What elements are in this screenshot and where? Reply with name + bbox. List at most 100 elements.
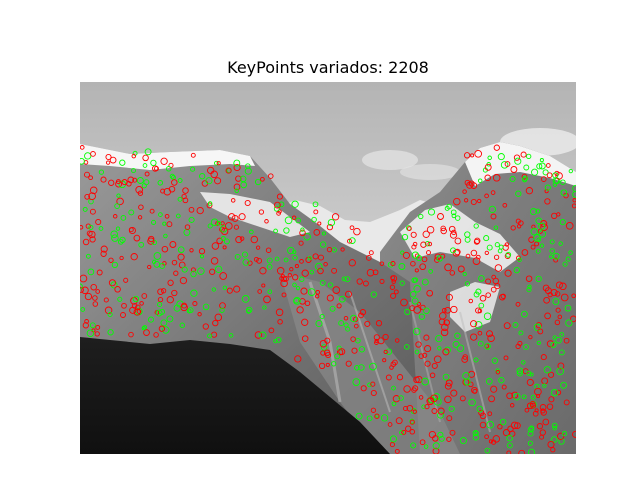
keypoint-marker — [549, 239, 555, 245]
keypoint-marker — [432, 435, 439, 442]
keypoint-marker — [529, 372, 534, 377]
keypoint-marker — [132, 177, 138, 183]
keypoint-marker — [546, 340, 554, 348]
keypoint-marker — [406, 404, 414, 412]
keypoint-marker — [137, 215, 143, 220]
keypoint-marker — [110, 281, 118, 289]
keypoint-marker — [529, 208, 538, 216]
keypoint-marker — [560, 381, 568, 389]
keypoint-marker — [84, 319, 89, 324]
keypoint-marker — [400, 298, 408, 307]
keypoint-marker — [320, 344, 328, 351]
keypoint-marker — [321, 231, 327, 236]
keypoint-marker — [560, 293, 569, 302]
keypoint-marker — [552, 335, 557, 340]
keypoint-marker — [344, 276, 351, 283]
keypoint-marker — [138, 241, 145, 248]
keypoint-marker — [139, 301, 144, 306]
keypoint-marker — [216, 221, 222, 226]
keypoint-marker — [394, 338, 400, 343]
keypoint-marker — [319, 339, 328, 348]
keypoint-marker — [389, 442, 395, 448]
keypoint-marker — [562, 261, 568, 267]
keypoint-marker — [266, 257, 273, 264]
keypoint-marker — [555, 172, 563, 180]
keypoint-marker — [476, 405, 484, 413]
keypoint-marker — [463, 198, 469, 203]
keypoint-marker — [138, 204, 144, 210]
keypoint-marker — [164, 213, 170, 219]
keypoint-marker — [557, 362, 565, 370]
keypoint-marker — [182, 187, 189, 194]
mountain-photo — [80, 82, 576, 454]
keypoint-marker — [341, 276, 347, 282]
keypoint-marker — [568, 250, 573, 255]
keypoint-marker — [173, 304, 181, 312]
keypoint-marker — [299, 229, 306, 237]
keypoint-marker — [462, 189, 467, 194]
keypoint-marker — [350, 336, 356, 342]
keypoint-marker — [394, 448, 400, 454]
keypoint-marker — [545, 163, 551, 168]
keypoint-marker — [571, 203, 576, 209]
keypoint-marker — [84, 152, 92, 160]
keypoint-marker — [129, 306, 137, 314]
keypoint-marker — [382, 358, 387, 363]
keypoint-marker — [233, 163, 241, 172]
keypoint-marker — [565, 221, 574, 230]
keypoint-marker — [457, 265, 465, 273]
keypoint-marker — [437, 407, 445, 415]
keypoint-marker — [468, 298, 474, 304]
keypoint-marker — [462, 372, 470, 380]
keypoint-marker — [483, 312, 492, 320]
keypoint-marker — [509, 175, 516, 183]
keypoint-marker — [329, 305, 336, 312]
keypoint-marker — [528, 426, 534, 433]
keypoint-marker — [119, 236, 126, 244]
keypoint-marker — [515, 301, 521, 307]
keypoint-marker — [111, 261, 119, 269]
keypoint-marker — [540, 176, 547, 182]
keypoint-marker — [510, 166, 518, 173]
keypoint-marker — [115, 180, 123, 188]
keypoint-marker — [535, 208, 541, 214]
keypoint-marker — [136, 177, 144, 184]
keypoint-marker — [299, 276, 305, 282]
keypoint-marker — [157, 180, 164, 186]
keypoint-marker — [205, 177, 213, 185]
keypoint-marker — [92, 301, 99, 307]
keypoint-marker — [464, 236, 471, 243]
keypoint-marker — [452, 340, 460, 348]
keypoint-marker — [550, 288, 558, 297]
keypoint-marker — [484, 434, 489, 440]
keypoint-marker — [241, 295, 250, 303]
keypoint-marker — [379, 261, 385, 266]
keypoint-marker — [100, 176, 107, 183]
keypoint-marker — [179, 276, 188, 285]
keypoint-marker — [411, 387, 417, 393]
keypoint-marker — [473, 291, 480, 298]
keypoint-marker — [171, 179, 178, 186]
keypoint-marker — [294, 264, 299, 269]
keypoint-marker — [542, 169, 549, 176]
keypoint-marker — [246, 306, 253, 314]
keypoint-marker — [315, 319, 323, 328]
keypoint-marker — [498, 377, 505, 384]
keypoint-marker — [409, 305, 416, 312]
keypoint-marker — [444, 205, 450, 211]
keypoint-marker — [128, 331, 134, 338]
keypoint-marker — [304, 300, 311, 307]
keypoint-marker — [179, 322, 186, 329]
keypoint-marker — [405, 425, 412, 432]
keypoint-marker — [486, 330, 493, 338]
keypoint-marker — [319, 313, 325, 320]
keypoint-marker — [554, 319, 561, 326]
keypoint-marker — [470, 249, 478, 257]
keypoint-marker — [373, 334, 380, 341]
keypoint-marker — [169, 173, 175, 179]
keypoint-marker — [401, 233, 409, 241]
keypoint-marker — [307, 255, 312, 261]
keypoint-marker — [539, 434, 545, 440]
keypoint-marker — [490, 385, 498, 393]
keypoint-marker — [117, 238, 124, 245]
